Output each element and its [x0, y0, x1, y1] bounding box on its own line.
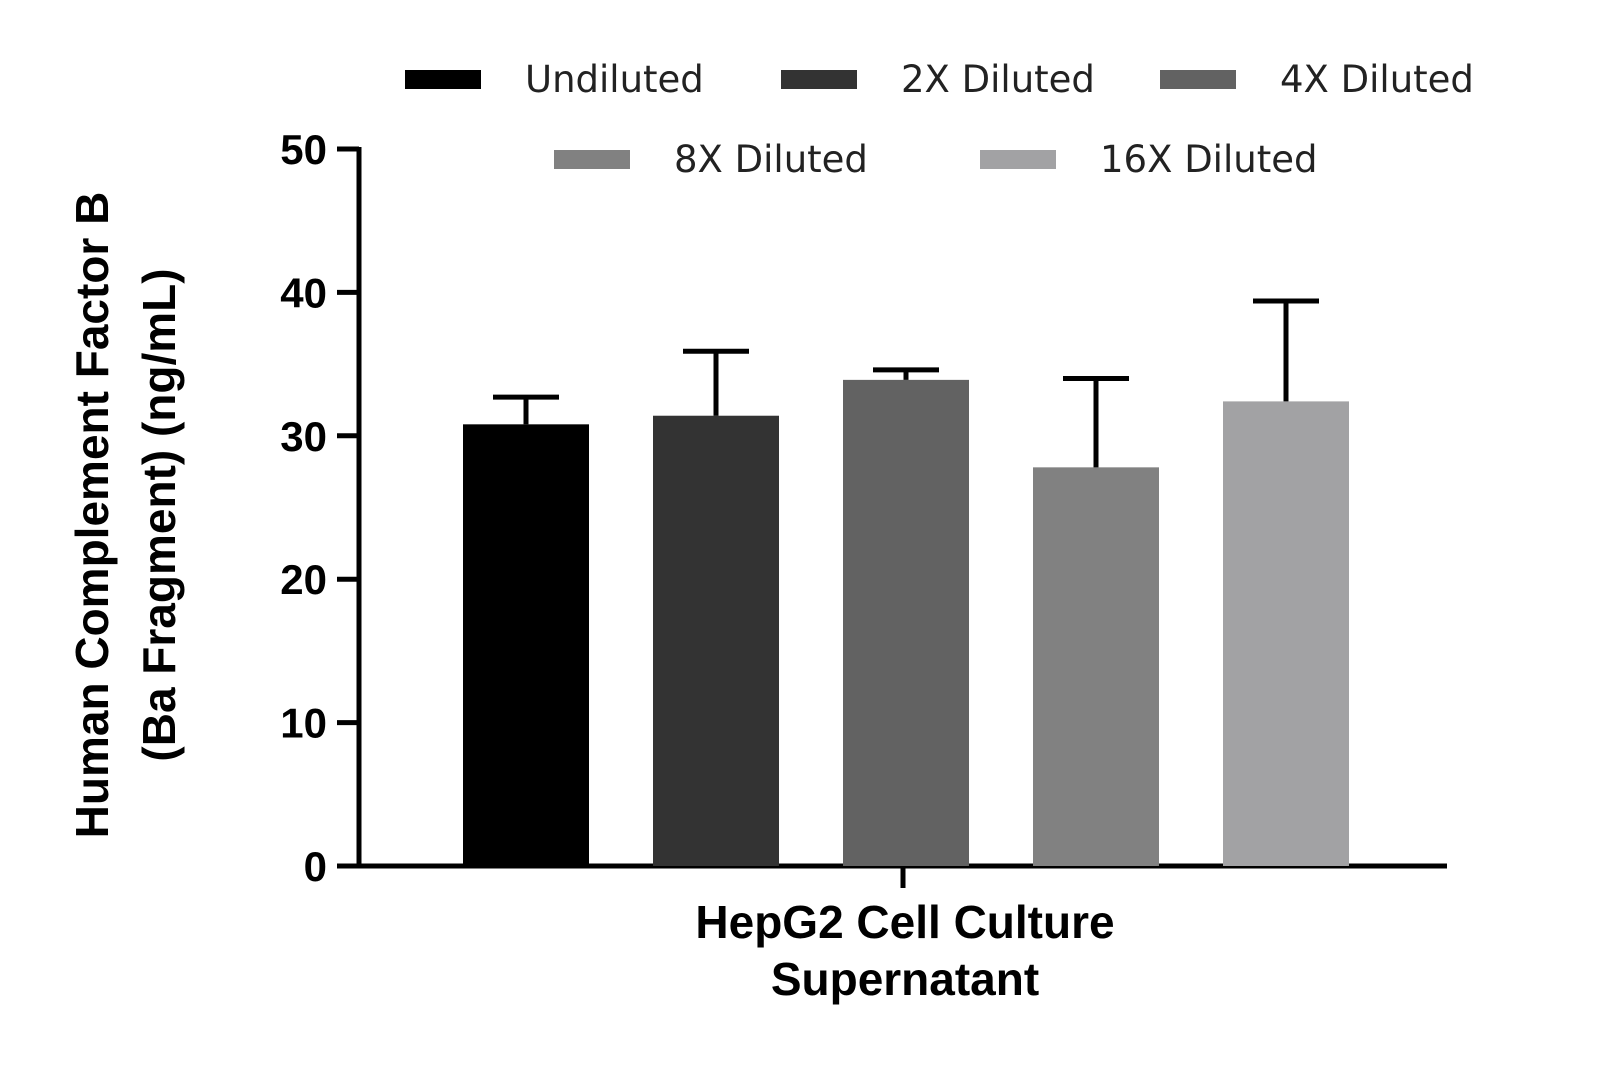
bars	[463, 379, 1349, 866]
legend-swatch	[781, 70, 857, 89]
legend-label: 16X Diluted	[1100, 138, 1317, 181]
legend-item: 16X Diluted	[980, 138, 1317, 181]
x-axis	[357, 863, 1447, 888]
bar-2x-diluted	[653, 415, 779, 866]
legend-item: 2X Diluted	[781, 58, 1095, 101]
y-tick-label: 20	[280, 556, 327, 603]
y-tick-label: 10	[280, 700, 327, 747]
legend-label: Undiluted	[525, 58, 704, 101]
bar-4x-diluted	[843, 379, 969, 866]
error-bars	[493, 298, 1319, 468]
y-tick-label: 30	[280, 413, 327, 460]
bar-8x-diluted	[1033, 467, 1159, 866]
bar-undiluted	[463, 424, 589, 866]
y-axis: 0 10 20 30 40 50	[280, 126, 362, 890]
legend-item: 4X Diluted	[1160, 58, 1474, 101]
legend-swatch	[1160, 70, 1236, 89]
legend-label: 8X Diluted	[674, 138, 868, 181]
legend: Undiluted 2X Diluted 4X Diluted 8X Diluted 1…	[405, 58, 1474, 181]
legend-swatch	[554, 150, 630, 169]
legend-label: 2X Diluted	[901, 58, 1095, 101]
y-tick-label: 50	[280, 126, 327, 173]
legend-label: 4X Diluted	[1280, 58, 1474, 101]
legend-item: 8X Diluted	[554, 138, 868, 181]
bar-16x-diluted	[1223, 401, 1349, 866]
y-tick-label: 0	[304, 843, 327, 890]
legend-swatch	[980, 150, 1056, 169]
y-axis-title-line-2: (Ba Fragment) (ng/mL)	[133, 268, 185, 761]
x-axis-title-line-2: Supernatant	[771, 953, 1039, 1005]
x-axis-title-line-1: HepG2 Cell Culture	[695, 896, 1114, 948]
y-tick-label: 40	[280, 269, 327, 316]
legend-swatch	[405, 70, 481, 89]
legend-item: Undiluted	[405, 58, 704, 101]
y-axis-title-line-1: Human Complement Factor B	[66, 192, 118, 839]
